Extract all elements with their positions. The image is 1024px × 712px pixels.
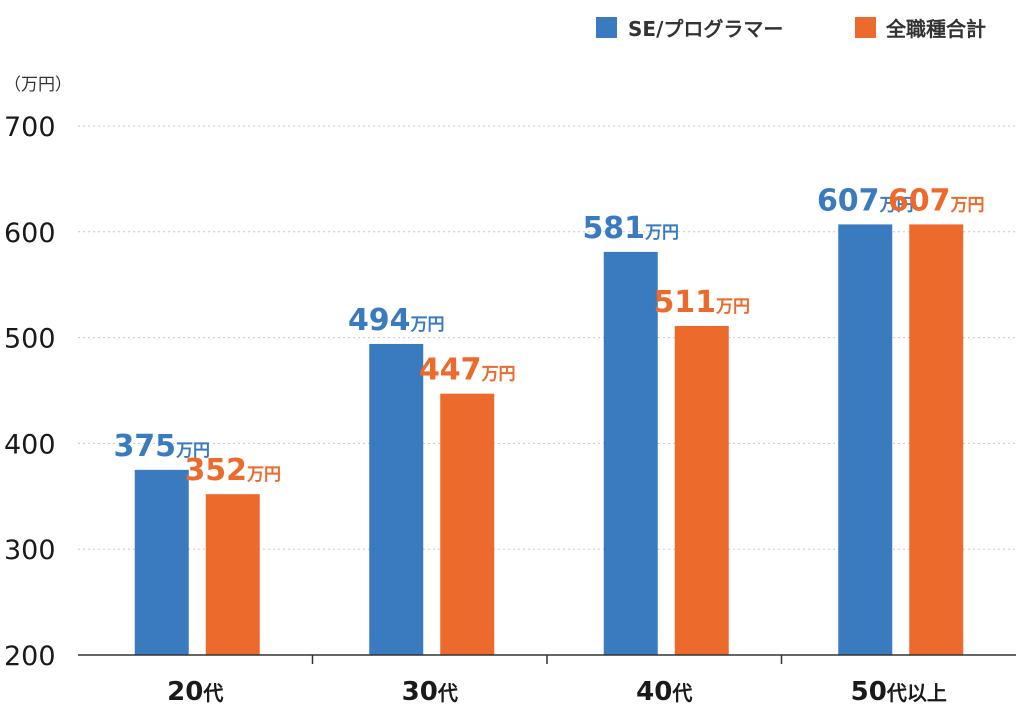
y-tick-label: 200 bbox=[4, 641, 56, 672]
bar-all-20 bbox=[205, 494, 260, 655]
value-label: 375万円 bbox=[113, 429, 210, 464]
x-category-label: 20代 bbox=[167, 677, 223, 707]
legend: SE/プログラマー 全職種合計 bbox=[596, 17, 986, 41]
bar-all-30 bbox=[440, 393, 495, 655]
y-tick-label: 300 bbox=[4, 535, 56, 566]
y-tick-label: 600 bbox=[4, 218, 56, 249]
value-label: 447万円 bbox=[419, 353, 516, 388]
legend-label-se: SE/プログラマー bbox=[628, 17, 783, 41]
value-label: 494万円 bbox=[348, 303, 445, 338]
legend-swatch-all bbox=[855, 17, 876, 38]
bar-se-30 bbox=[369, 343, 424, 655]
bar-all-50 bbox=[909, 224, 964, 656]
y-tick-label: 700 bbox=[4, 112, 56, 143]
value-label: 607万円 bbox=[817, 183, 914, 218]
x-category-label: 50代以上 bbox=[851, 677, 947, 707]
bar-se-50 bbox=[838, 224, 893, 656]
x-axis-labels: 20代 30代 40代 50代以上 bbox=[167, 677, 947, 707]
bars bbox=[134, 224, 964, 656]
legend-label-all: 全職種合計 bbox=[885, 17, 986, 41]
legend-swatch-se bbox=[596, 17, 617, 38]
value-label: 352万円 bbox=[184, 453, 281, 488]
x-category-label: 40代 bbox=[636, 677, 692, 707]
bar-se-40 bbox=[603, 251, 658, 656]
x-axis-ticks bbox=[311, 655, 783, 664]
value-label: 511万円 bbox=[653, 285, 750, 320]
bar-se-20 bbox=[134, 469, 189, 655]
x-category-label: 30代 bbox=[402, 677, 458, 707]
y-axis-ticks: 200 300 400 500 600 700 bbox=[4, 112, 56, 672]
y-tick-label: 400 bbox=[4, 429, 56, 460]
y-axis-unit-label: （万円） bbox=[4, 75, 72, 95]
value-label: 581万円 bbox=[582, 211, 679, 246]
value-label: 607万円 bbox=[888, 183, 985, 218]
bar-all-40 bbox=[674, 325, 729, 655]
y-tick-label: 500 bbox=[4, 324, 56, 355]
